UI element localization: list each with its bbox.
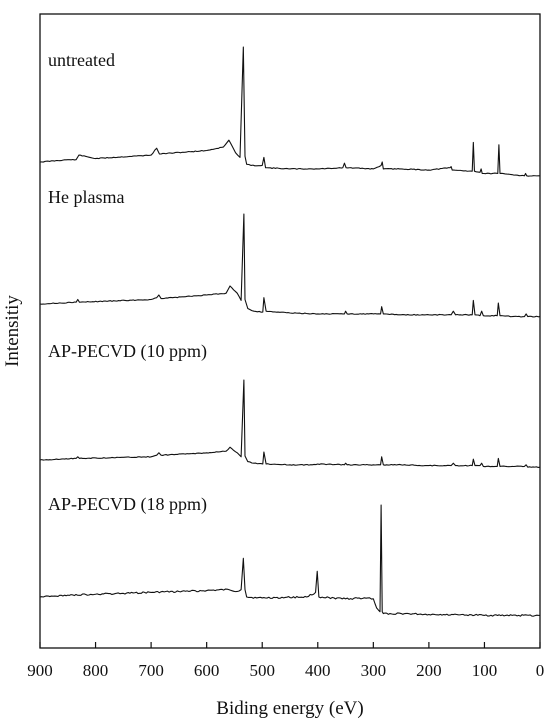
spectrum-label-4: AP-PECVD (18 ppm) [48,494,207,515]
spectrum-line-2 [39,213,541,318]
spectrum-line-1 [39,46,541,177]
x-tick-label-500: 500 [249,661,275,680]
x-tick-label-0: 0 [536,661,545,680]
x-axis-title: Biding energy (eV) [216,698,363,719]
spectrum-line-3 [39,379,541,468]
spectra-labels: untreated He plasma AP-PECVD (10 ppm) AP-PE… [48,50,207,515]
x-axis-tick-labels: 900 800 700 600 500 400 300 200 100 0 [27,661,544,680]
plot-frame [39,13,541,649]
x-tick-label-600: 600 [194,661,220,680]
x-tick-label-200: 200 [416,661,442,680]
x-tick-label-100: 100 [472,661,498,680]
spectrum-label-3: AP-PECVD (10 ppm) [48,341,207,362]
spectrum-label-1: untreated [48,50,115,70]
x-tick-label-800: 800 [83,661,109,680]
x-tick-label-300: 300 [361,661,387,680]
spectra-lines [39,46,541,617]
x-tick-label-700: 700 [138,661,164,680]
x-axis-ticks [39,642,541,648]
x-tick-label-900: 900 [27,661,53,680]
spectrum-line-4 [39,504,541,617]
y-axis-title: Intensitiy [2,295,23,367]
spectrum-label-2: He plasma [48,187,124,207]
x-tick-label-400: 400 [305,661,331,680]
